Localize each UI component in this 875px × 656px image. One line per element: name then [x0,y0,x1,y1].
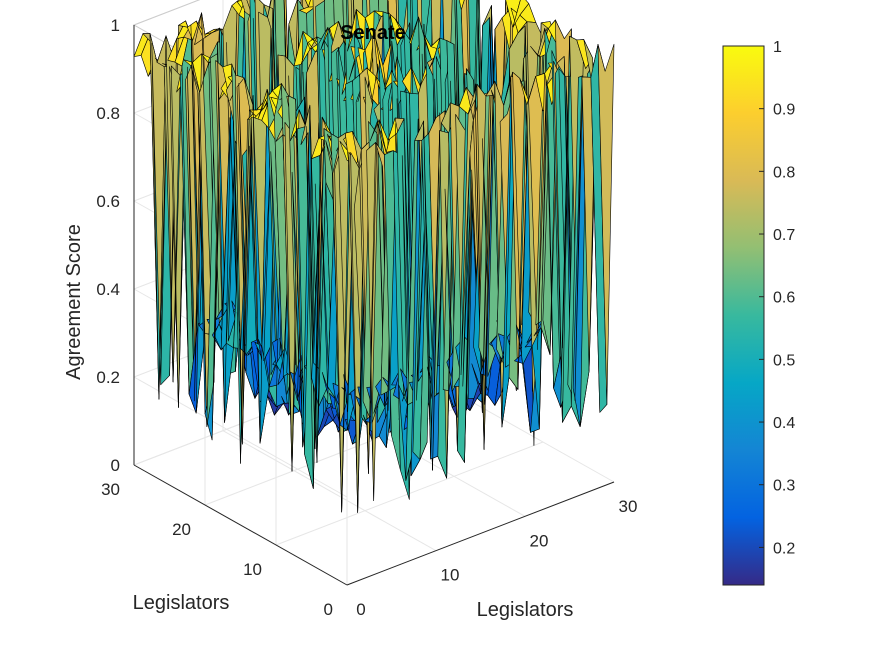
surface-plot [133,0,615,513]
colorbar-tick-label: 0.4 [773,415,795,432]
x-tick-label: 10 [441,566,460,585]
y-tick-label: 10 [243,560,262,579]
surface-patch [597,43,615,405]
colorbar-tick-label: 0.7 [773,227,795,244]
z-tick-label: 0.8 [96,104,120,123]
z-tick-label: 0.4 [96,280,120,299]
colorbar-tick-label: 0.2 [773,540,795,557]
y-axis-label: Legislators [133,592,230,614]
colorbar: 0.2 0.3 0.4 0.5 0.6 0.7 0.8 0.9 1 [722,39,795,586]
x-tick-label: 20 [530,531,549,550]
colorbar-tick-label: 0.6 [773,290,795,307]
axes-front [133,25,615,586]
colorbar-gradient [722,45,765,586]
x-tick-label: 0 [356,600,365,619]
chart-title: Senate [340,22,406,44]
z-tick-label: 1 [111,16,120,35]
x-axis-label: Legislators [477,599,574,621]
colorbar-tick-label: 0.8 [773,164,795,181]
colorbar-tick-label: 1 [773,39,782,56]
surface-patch [305,0,311,8]
x-tick-label: 30 [619,497,638,516]
colorbar-tick-label: 0.5 [773,352,795,369]
z-tick-label: 0 [111,456,120,475]
colorbar-tick-label: 0.9 [773,102,795,119]
y-tick-label: 30 [101,480,120,499]
colorbar-tick-label: 0.3 [773,478,795,495]
z-tick-label: 0.6 [96,192,120,211]
y-tick-label: 0 [324,600,333,619]
surface-patch [267,0,272,18]
z-tick-label: 0.2 [96,368,120,387]
y-tick-label: 20 [172,520,191,539]
z-axis-label: Agreement Score [63,224,85,380]
